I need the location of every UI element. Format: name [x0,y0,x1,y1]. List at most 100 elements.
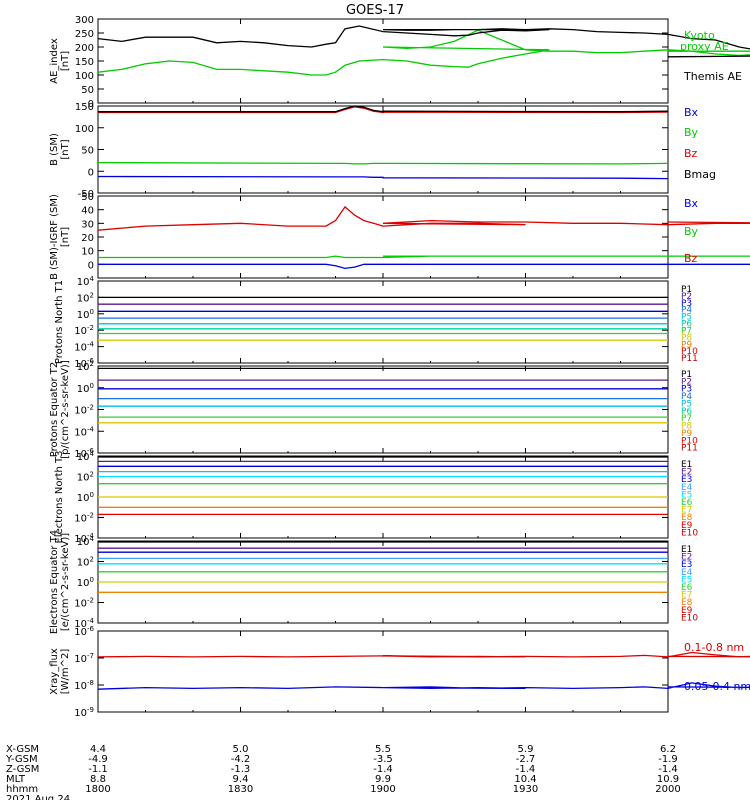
x-row-value: -1.4 [516,764,536,775]
series-line-by [98,255,750,259]
legend-entry: P6 [681,320,692,330]
y-tick-label: 102 [77,471,94,484]
x-row-value: -1.3 [231,764,251,775]
legend-entry: P9 [681,340,692,350]
legend-entry: Themis AE [683,70,742,83]
panel-frame [97,365,669,454]
y-tick-label: 50 [81,85,94,96]
legend-entry: E2 [681,468,692,478]
legend-entry: E5 [681,575,692,585]
y-tick-label: 104 [77,450,95,463]
panel-7: 10-4 10-2 100 102 104 Electrons Equator T4[e/… [49,530,698,634]
legend-entry: E5 [681,490,692,500]
y-tick-label: 0 [88,167,94,178]
y-tick-label: 10-9 [74,706,94,719]
legend-entry: P6 [681,407,692,417]
legend-entry: P5 [681,313,692,323]
x-row-label: MLT [6,774,26,785]
legend-entry: P7 [681,326,692,336]
panel-frame [97,630,669,713]
x-row-value: 10.9 [657,774,679,785]
y-axis-label: B (SM)-IGRF (SM)[nT] [49,194,71,280]
legend-entry: Bx [684,197,699,210]
y-tick-label: 100 [75,124,94,135]
y-tick-label: 10-4 [74,532,94,545]
series-line-bmag [98,105,669,113]
legend-entry: P2 [681,292,692,302]
y-axis-label: Electrons Equator T4[e/(cm^2-s-sr-keV)] [49,530,71,634]
series-line-bz [97,205,750,231]
y-tick-label: 100 [77,308,94,321]
x-row-value: 5.9 [518,744,534,755]
legend-entry: Bz [684,147,698,160]
legend-entry: E8 [681,513,693,523]
y-tick-label: 0 [88,260,94,271]
legend-entry: Bx [684,106,699,119]
legend-entry: E9 [681,521,693,531]
legend-entry: E10 [681,528,698,538]
y-tick-label: -50 [78,189,94,200]
legend-entry: Bz [684,252,698,265]
series-line-bx [97,175,669,180]
x-row-value: -1.9 [658,754,678,765]
legend-entry: P5 [681,399,692,409]
panel-2: -50 0 50 100 150 B (SM)[nT] Bx By Bz Bmag [49,102,716,200]
y-tick-label: 10-7 [74,652,94,665]
legend-entry: By [684,126,699,139]
panels-group: 050100150200250300AE_index[nT]Kyotoproxy… [49,15,750,719]
series-line-by [97,161,669,165]
panel-frame [97,105,669,194]
x-row-value: -1.4 [373,764,393,775]
y-tick-label: 10-8 [74,679,94,692]
x-row-label: hhmm [6,784,38,795]
panel-frame [97,195,669,279]
x-row-value: 1900 [370,784,395,795]
x-row-value: -2.7 [516,754,536,765]
legend-entry: P10 [681,436,698,446]
y-tick-label: 10-4 [74,617,94,630]
y-axis-label: Electrons North T3 [54,450,65,543]
panel-frame [97,280,669,364]
legend-entry: P8 [681,422,692,432]
x-row-label: Y-GSM [5,754,38,765]
y-tick-label: 10 [81,247,94,258]
legend-entry: E1 [681,460,692,470]
y-tick-label: 10-4 [74,341,94,354]
y-tick-label: 10-4 [74,425,94,438]
series-line-themis-ae [97,25,750,58]
x-row-value: 4.4 [90,744,106,755]
legend-entry: P9 [681,429,692,439]
x-row-value: -1.4 [658,764,678,775]
panel-3: 0 10 20 30 40 50 B (SM)-IGRF (SM)[nT] Bx By Bz [49,192,750,280]
series-line-kyoto-proxy-ae [97,29,750,76]
legend-entry: E7 [681,591,692,601]
y-tick-label: 102 [77,360,94,373]
legend-entry: E3 [681,475,692,485]
series-line-bx [98,263,750,270]
y-tick-label: 0 [88,99,94,110]
x-row-value: 5.0 [233,744,249,755]
legend-entry: P1 [681,370,692,380]
y-tick-label: 300 [75,15,94,26]
series-line-0-05-0-4-nm [97,682,750,690]
y-tick-label: 10-2 [74,404,94,417]
legend-entry: P3 [681,385,692,395]
legend-entry: E3 [681,560,692,570]
plot-title: GOES-17 [346,3,404,18]
y-tick-label: 30 [81,219,94,230]
legend-entry: 0.05-0.4 nm [684,680,750,693]
legend-entry: Kyoto [684,29,715,42]
y-tick-label: 10-6 [74,357,94,370]
y-axis-label: Protons North T1 [54,280,65,364]
legend-entry: E10 [681,613,698,623]
legend-entry: P4 [681,306,692,316]
legend-entry: E4 [681,483,693,493]
x-row-value: 1830 [228,784,253,795]
date-label: 2021 Aug 24 [6,794,70,800]
x-row-label: X-GSM [6,744,39,755]
x-row-value: 5.5 [375,744,391,755]
legend-entry: P4 [681,392,692,402]
legend-entry: E6 [681,498,693,508]
legend-entry: P7 [681,414,692,424]
